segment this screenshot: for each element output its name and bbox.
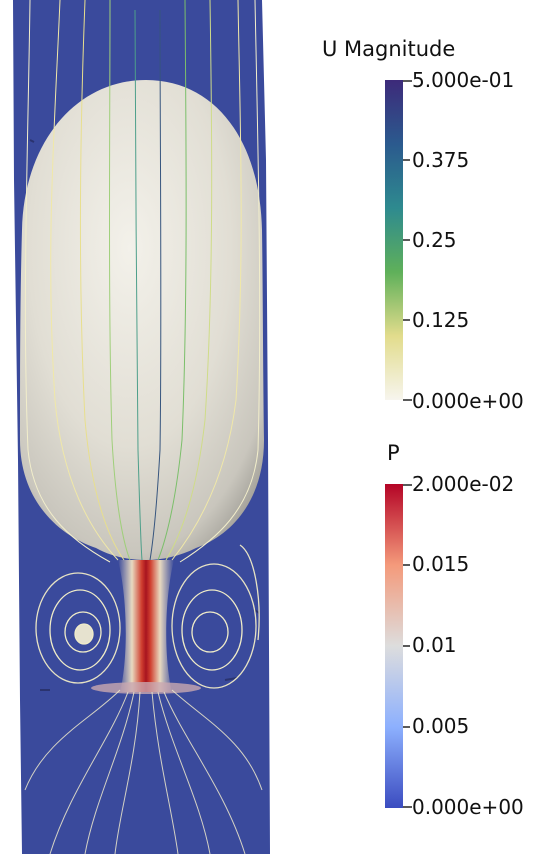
u-colorbar-label-025: 0.25 xyxy=(412,228,457,252)
p-colorbar-label-0015: 0.015 xyxy=(412,552,470,576)
p-colorbar-label-0005: 0.005 xyxy=(412,714,470,738)
u-colorbar-label-max: 5.000e-01 xyxy=(412,68,515,92)
u-colorbar-label-0125: 0.125 xyxy=(412,308,470,332)
p-colorbar-label-min: 0.000e+00 xyxy=(412,795,524,819)
p-colorbar-label-001: 0.01 xyxy=(412,633,457,657)
u-colorbar-label-min: 0.000e+00 xyxy=(412,389,524,413)
p-colorbar-label-max: 2.000e-02 xyxy=(412,472,515,496)
right-vortex xyxy=(171,544,260,689)
p-colorbar-ticks xyxy=(403,484,412,808)
bubble-streamlines xyxy=(24,0,261,563)
bubble xyxy=(20,80,264,560)
u-magnitude-colorbar xyxy=(385,80,403,400)
p-colorbar xyxy=(385,484,403,808)
lower-streamlines xyxy=(24,689,263,854)
u-colorbar-label-0375: 0.375 xyxy=(412,148,470,172)
left-vortex xyxy=(35,572,121,684)
u-colorbar-title: U Magnitude xyxy=(322,37,456,61)
p-colorbar-title: P xyxy=(387,441,400,465)
u-colorbar-ticks xyxy=(403,80,412,401)
jet-base xyxy=(91,682,201,694)
pressure-jet xyxy=(118,560,174,692)
